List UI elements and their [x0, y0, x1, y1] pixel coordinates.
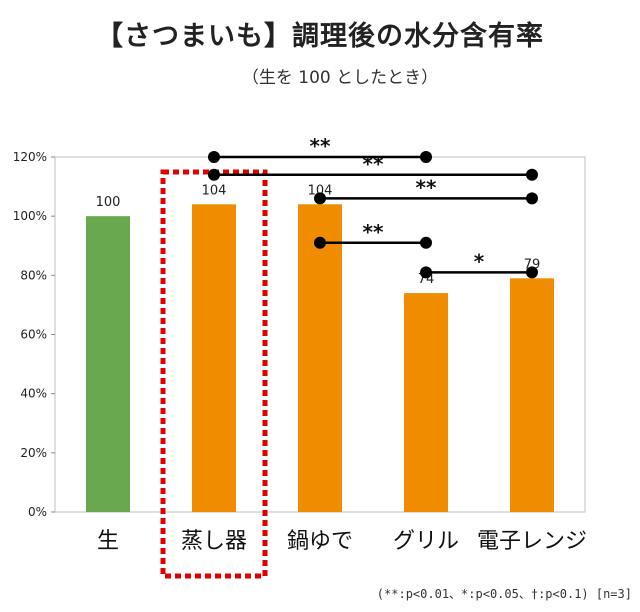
y-tick-label: 100%	[13, 209, 47, 223]
significance-dot-1-0	[208, 168, 220, 181]
significance-dot-2-0	[314, 192, 326, 205]
significance-label-4: *	[474, 249, 485, 273]
significance-footnote: (**:p<0.01、*:p<0.05、†:p<0.1) [n=3]	[376, 587, 632, 601]
significance-label-0: **	[310, 134, 331, 158]
data-label-2: 104	[308, 183, 333, 198]
chart-title: 【さつまいも】調理後の水分含有率	[96, 21, 544, 52]
significance-dot-1-1	[526, 168, 538, 181]
bar-2	[298, 204, 342, 513]
y-tick-label: 20%	[20, 446, 47, 460]
category-label-3: グリル	[393, 529, 459, 554]
category-label-2: 鍋ゆで	[287, 529, 353, 554]
chart-subtitle: （生を 100 としたとき）	[241, 68, 439, 88]
category-label-1: 蒸し器	[181, 529, 247, 554]
bar-4	[510, 278, 554, 512]
significance-label-1: **	[363, 152, 384, 176]
significance-dot-4-1	[526, 266, 538, 279]
y-tick-label: 60%	[20, 328, 47, 342]
y-tick-label: 120%	[13, 150, 47, 164]
bar-1	[192, 204, 236, 513]
bar-3	[404, 293, 448, 512]
significance-dot-2-1	[526, 192, 538, 205]
significance-dot-3-1	[420, 236, 432, 249]
significance-label-2: **	[416, 175, 437, 199]
data-label-1: 104	[202, 183, 227, 198]
significance-dot-0-0	[208, 151, 220, 163]
category-label-4: 電子レンジ	[477, 529, 587, 554]
significance-dot-3-0	[314, 236, 326, 249]
significance-dot-0-1	[420, 151, 432, 163]
category-label-0: 生	[97, 529, 119, 554]
bar-0	[86, 216, 130, 512]
y-tick-label: 0%	[28, 505, 47, 519]
significance-dot-4-0	[420, 266, 432, 279]
significance-label-3: **	[363, 220, 384, 244]
y-tick-label: 40%	[20, 387, 47, 401]
data-label-0: 100	[96, 195, 121, 210]
y-tick-label: 80%	[20, 268, 47, 282]
